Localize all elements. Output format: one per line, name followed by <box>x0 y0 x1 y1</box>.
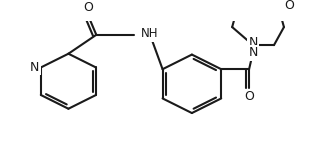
Text: N: N <box>248 36 258 49</box>
Text: NH: NH <box>141 27 159 40</box>
Text: O: O <box>244 90 254 103</box>
Text: N: N <box>30 61 39 74</box>
Text: N: N <box>248 46 258 59</box>
Text: O: O <box>83 1 93 14</box>
Text: O: O <box>284 0 294 12</box>
